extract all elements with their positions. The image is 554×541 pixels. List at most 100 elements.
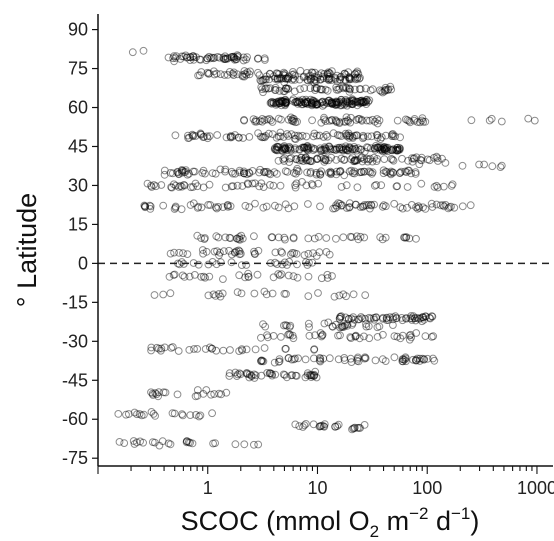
data-point [266, 170, 275, 179]
data-point [314, 71, 323, 80]
data-point [279, 145, 288, 154]
data-point [318, 98, 326, 106]
data-point [419, 355, 428, 364]
data-point [332, 100, 341, 109]
data-point [349, 96, 358, 105]
data-point [350, 315, 359, 324]
data-point [292, 179, 301, 188]
data-point [166, 169, 175, 177]
data-point [413, 314, 422, 322]
data-point [397, 167, 406, 176]
data-point [273, 74, 282, 83]
data-point [303, 145, 311, 153]
data-point [309, 97, 317, 106]
data-point [171, 54, 180, 62]
data-point [312, 84, 321, 92]
data-point [268, 130, 277, 139]
data-point [147, 183, 156, 191]
data-point [291, 354, 299, 363]
data-point [393, 332, 402, 341]
data-point [155, 344, 163, 353]
data-point [395, 146, 403, 154]
data-point [371, 142, 380, 150]
data-point [195, 412, 203, 421]
data-point [331, 423, 340, 431]
data-point [238, 182, 247, 190]
data-point [303, 371, 312, 380]
data-point [475, 160, 484, 169]
data-point [316, 99, 325, 108]
data-point [308, 371, 317, 380]
data-point [223, 201, 232, 209]
data-point [154, 392, 163, 401]
data-point [193, 182, 202, 191]
data-point [304, 319, 313, 328]
data-point [387, 85, 396, 94]
data-point [255, 182, 264, 191]
data-point [294, 167, 303, 176]
data-point [228, 169, 237, 178]
data-point [234, 133, 243, 142]
data-point [293, 117, 302, 126]
data-point [259, 133, 268, 142]
data-point [174, 347, 183, 355]
data-point [183, 250, 192, 259]
data-point [301, 98, 309, 107]
data-point [264, 84, 273, 93]
data-point [190, 271, 199, 279]
data-point [263, 115, 272, 124]
data-point [335, 98, 344, 106]
data-point [228, 132, 237, 141]
data-point [189, 183, 197, 191]
data-point [243, 170, 251, 179]
data-point [336, 313, 345, 322]
data-point [378, 145, 386, 154]
data-point [225, 68, 234, 76]
data-point [348, 100, 357, 109]
data-point [448, 180, 457, 189]
data-point [295, 156, 304, 165]
data-point [333, 71, 342, 80]
data-point [301, 143, 309, 152]
data-point [354, 115, 363, 123]
data-point [340, 155, 349, 164]
data-point [285, 257, 294, 266]
data-point [389, 145, 398, 154]
data-point [285, 158, 294, 167]
data-point [343, 97, 351, 106]
data-point [303, 76, 312, 85]
data-point [272, 145, 281, 154]
data-point [284, 75, 292, 83]
data-point [356, 203, 365, 211]
data-point [524, 114, 533, 123]
data-point [274, 270, 283, 278]
data-point [345, 131, 354, 140]
data-point [325, 142, 334, 151]
data-point [281, 99, 290, 107]
data-point [235, 247, 244, 256]
data-point [175, 183, 183, 191]
data-point [339, 233, 348, 242]
data-point [377, 133, 386, 142]
data-point [415, 203, 424, 212]
data-point [298, 178, 306, 186]
y-tick-label: -15 [62, 292, 88, 312]
data-point [345, 144, 354, 152]
data-point [322, 147, 331, 155]
data-point [298, 95, 307, 104]
data-point [413, 204, 422, 213]
data-point [410, 154, 419, 163]
data-point [346, 132, 355, 141]
data-point [379, 169, 388, 178]
data-point [293, 98, 302, 106]
data-point [339, 290, 348, 299]
data-point [229, 52, 238, 61]
data-point [247, 372, 256, 381]
data-point [284, 330, 293, 339]
data-point [321, 85, 330, 94]
data-point [227, 182, 236, 191]
data-point [352, 131, 361, 140]
data-point [210, 70, 219, 79]
data-point [395, 145, 404, 154]
data-point [221, 55, 230, 63]
